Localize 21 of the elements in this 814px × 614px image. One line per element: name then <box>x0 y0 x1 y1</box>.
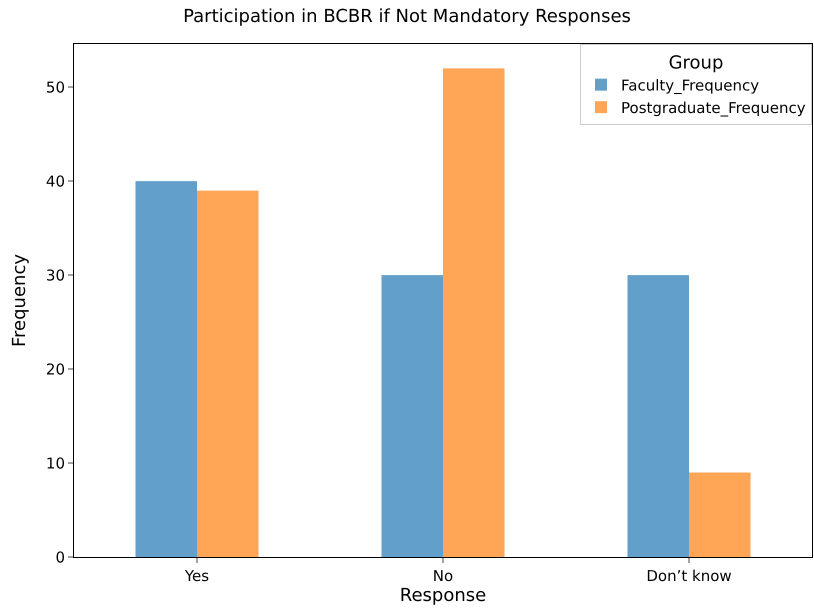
legend-label: Faculty_Frequency <box>621 76 760 94</box>
bar <box>628 275 689 557</box>
legend-label: Postgraduate_Frequency <box>621 99 806 117</box>
bar <box>136 181 197 557</box>
y-tick-label: 50 <box>46 78 65 96</box>
bar <box>689 472 750 557</box>
y-tick-label: 40 <box>46 172 65 190</box>
x-tick-label: No <box>432 567 454 585</box>
y-tick-label: 10 <box>46 454 65 472</box>
y-tick-label: 30 <box>46 266 65 284</box>
y-tick-label: 20 <box>46 360 65 378</box>
bar <box>197 190 258 557</box>
chart-title: Participation in BCBR if Not Mandatory Responses <box>183 6 631 27</box>
y-axis-title: Frequency <box>9 254 30 347</box>
legend-title: Group <box>668 52 724 74</box>
x-tick-label: Yes <box>184 567 210 585</box>
y-tick-label: 0 <box>55 548 65 566</box>
bar <box>443 68 504 557</box>
x-tick-label: Don’t know <box>646 567 732 585</box>
x-axis-title: Response <box>400 585 486 606</box>
bar <box>382 275 443 557</box>
